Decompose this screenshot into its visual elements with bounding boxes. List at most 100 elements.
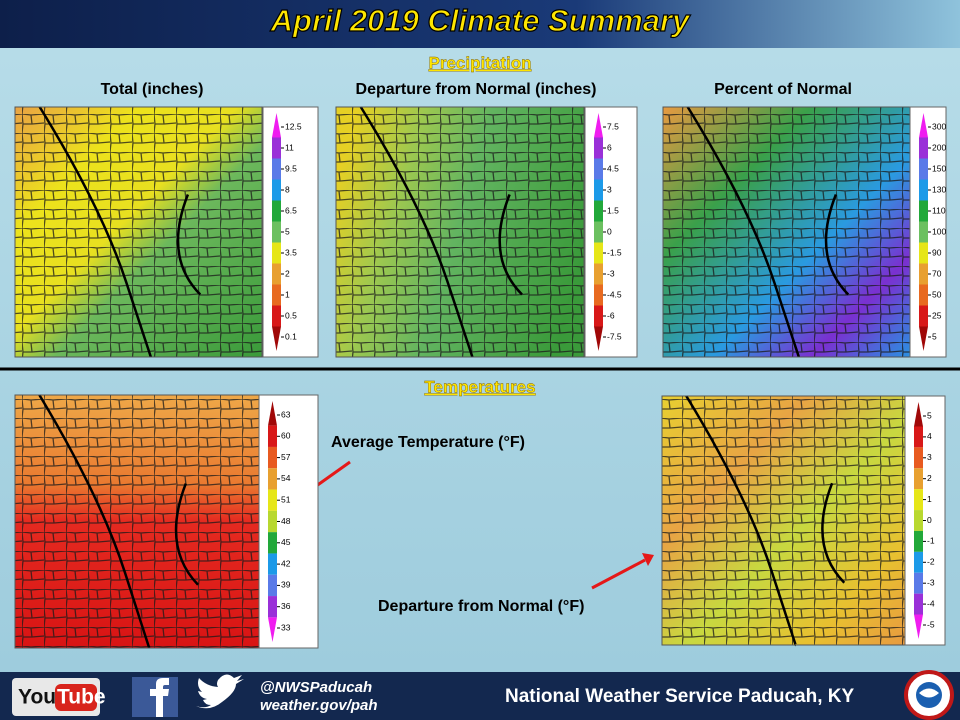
legend-swatch — [272, 137, 281, 159]
legend-swatch — [594, 284, 603, 306]
legend-swatch — [914, 614, 923, 639]
legend-label: 51 — [281, 494, 291, 504]
legend-swatch — [919, 242, 928, 264]
legend-swatch — [594, 113, 603, 138]
website[interactable]: weather.gov/pah — [260, 697, 378, 714]
arrow-head — [642, 553, 654, 566]
legend-label: 4.5 — [607, 163, 619, 173]
legend-swatch — [272, 113, 281, 138]
legend-label: 4 — [927, 431, 932, 441]
legend-swatch — [594, 305, 603, 327]
legend-swatch — [914, 572, 923, 594]
legend-label: 5 — [285, 226, 290, 236]
legend-label: 25 — [932, 310, 942, 320]
twitter-logo[interactable] — [196, 674, 244, 709]
legend-label: 54 — [281, 473, 291, 483]
legend-swatch — [914, 447, 923, 469]
legend-swatch — [272, 221, 281, 243]
state-border — [38, 394, 199, 649]
legend-label: -3 — [927, 577, 935, 587]
legend-swatch — [268, 510, 277, 533]
county-lines — [663, 107, 910, 357]
legend-swatch — [914, 593, 923, 615]
legend-swatch — [919, 179, 928, 201]
legend-label: 11 — [285, 142, 294, 152]
legend-label: 42 — [281, 558, 291, 568]
legend-swatch — [919, 137, 928, 159]
county-lines — [662, 396, 905, 645]
legend-swatch — [914, 402, 923, 427]
legend-label: 0 — [927, 515, 932, 525]
legend-label: 8 — [285, 184, 290, 194]
facebook-f — [150, 678, 169, 717]
legend-label: 0.1 — [285, 331, 297, 341]
legend-label: -1.5 — [607, 247, 622, 257]
legend-label: 200 — [932, 142, 946, 152]
legend-label: 2 — [927, 473, 932, 483]
social-handle: @NWSPaducah — [260, 679, 372, 696]
youtube-text: Tube — [57, 686, 106, 709]
legend-swatch — [919, 284, 928, 306]
legend-label: 110 — [932, 205, 946, 215]
header-bar — [0, 0, 960, 48]
legend-label: 48 — [281, 516, 291, 526]
legend-swatch — [272, 305, 281, 327]
legend-label: 50 — [932, 289, 942, 299]
legend-swatch — [594, 221, 603, 243]
legend-swatch — [919, 263, 928, 285]
legend-label: 2 — [285, 268, 290, 278]
legend-swatch — [594, 326, 603, 351]
legend-swatch — [914, 468, 923, 490]
map-frame — [14, 106, 263, 358]
legend-swatch — [272, 179, 281, 201]
legend-label: -4.5 — [607, 289, 622, 299]
legend-swatch — [268, 446, 277, 469]
legend-swatch — [919, 305, 928, 327]
legend-label: 100 — [932, 226, 946, 236]
legend-swatch — [272, 263, 281, 285]
legend-label: 0.5 — [285, 310, 297, 320]
legend-swatch — [272, 242, 281, 264]
nws-logo-mark — [919, 688, 939, 698]
panel-title: Departure from Normal (inches) — [356, 81, 597, 98]
legend-swatch — [914, 551, 923, 573]
state-border — [685, 395, 846, 646]
facebook-logo[interactable] — [132, 677, 178, 717]
legend-label: 57 — [281, 452, 291, 462]
legend-swatch — [594, 158, 603, 180]
office-name: National Weather Service Paducah, KY — [505, 686, 854, 707]
legend-swatch — [914, 530, 923, 552]
legend-label: 60 — [281, 431, 291, 441]
youtube-text: You — [18, 686, 56, 709]
youtube-red — [55, 684, 97, 711]
legend-label: 7.5 — [607, 121, 619, 131]
legend-label: 0 — [607, 226, 612, 236]
legend-swatch — [914, 426, 923, 448]
state-border — [38, 106, 202, 358]
legend-swatch — [268, 468, 277, 490]
annotation: Departure from Normal (°F) — [378, 598, 584, 615]
panel-title: Total (inches) — [101, 81, 204, 98]
county-lines — [336, 107, 584, 357]
legend-swatch — [914, 489, 923, 511]
legend-label: 3 — [927, 452, 932, 462]
legend-swatch — [594, 200, 603, 222]
county-lines — [15, 107, 262, 357]
annotation: Average Temperature (°F) — [331, 434, 525, 451]
legend-swatch — [594, 137, 603, 159]
state-border — [359, 106, 523, 358]
legend-label: -2 — [927, 557, 935, 567]
legend-label: 150 — [932, 163, 946, 173]
arrow — [591, 558, 646, 590]
legend-box — [584, 106, 638, 358]
legend-swatch — [268, 574, 277, 597]
legend-swatch — [919, 326, 928, 351]
legend-swatch — [594, 263, 603, 285]
legend-label: -1 — [927, 536, 935, 546]
legend-label: -4 — [927, 598, 935, 608]
legend-swatch — [268, 532, 277, 554]
legend-label: -7.5 — [607, 331, 622, 341]
legend-label: 1 — [927, 494, 932, 504]
legend-swatch — [919, 158, 928, 180]
legend-label: 6 — [607, 142, 612, 152]
